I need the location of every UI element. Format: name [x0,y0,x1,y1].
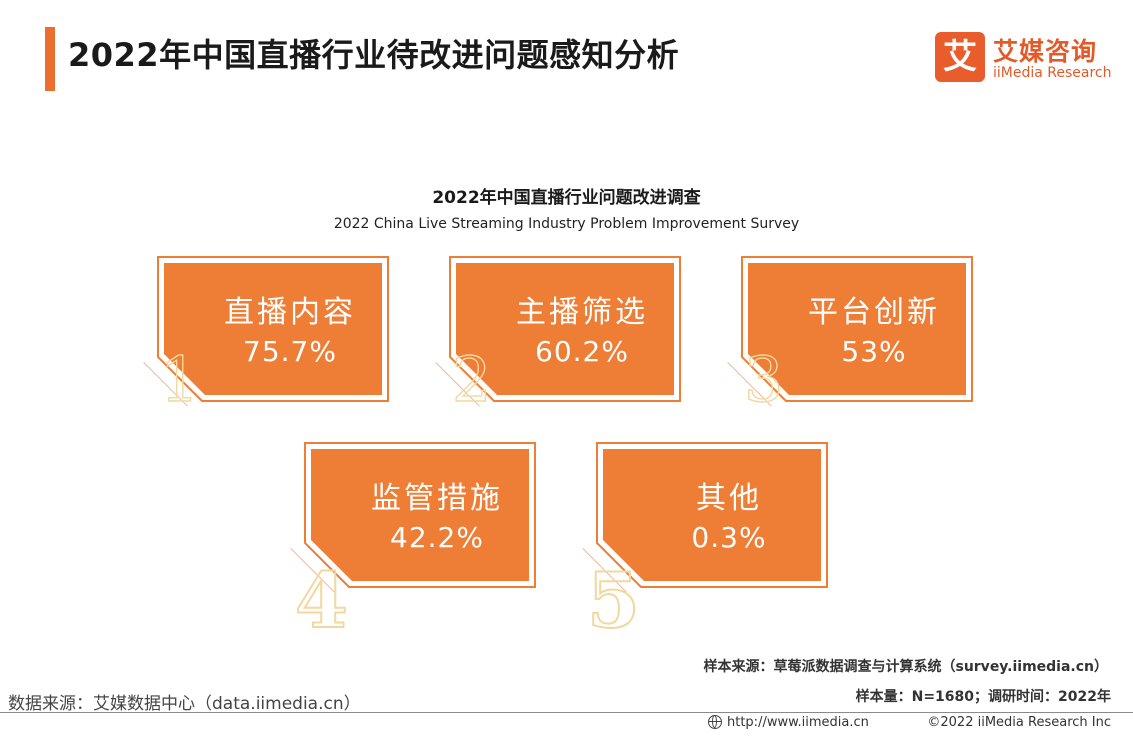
sample-size-note: 样本量：N=1680；调研时间：2022年 [855,689,1111,705]
card-value: 60.2% [535,335,629,368]
card-outline [304,442,536,588]
footer-divider [0,712,1133,713]
page-title: 2022年中国直播行业待改进问题感知分析 [68,36,680,74]
card-shape [449,256,681,402]
card-outline [596,442,828,588]
card-label: 平台创新 [808,295,940,330]
card-fill [311,449,529,581]
rank-number: 5 [586,556,641,645]
logo-name-cn: 艾媒咨询 [993,37,1098,66]
rank-number: 3 [743,343,784,416]
card-fill [456,263,674,395]
card-value: 53% [841,335,907,368]
sample-source-note: 样本来源：草莓派数据调查与计算系统（survey.iimedia.cn） [703,659,1108,675]
chart-subtitle: 2022 China Live Streaming Industry Probl… [333,216,800,232]
card-value: 42.2% [390,521,484,554]
card-outline [741,256,973,402]
rank-number: 4 [294,556,349,645]
card-label: 主播筛选 [516,295,648,330]
footer-copyright: ©2022 iiMedia Research Inc [927,715,1111,730]
data-source: 数据来源：艾媒数据中心（data.iimedia.cn） [8,694,361,714]
card-label: 监管措施 [371,481,503,516]
rank-number: 1 [159,343,200,416]
card-label: 直播内容 [224,295,356,330]
globe-icon [708,715,722,729]
card-outline [449,256,681,402]
card-shape [304,442,536,588]
chart-title: 2022年中国直播行业问题改进调查 [432,188,701,208]
card-value: 0.3% [691,521,767,554]
card-fill [603,449,821,581]
rank-number: 2 [451,343,492,416]
survey-card: 其他 0.3% [596,442,828,588]
logo-mark: 艾 [935,32,985,82]
card-fill [164,263,382,395]
card-shape [741,256,973,402]
logo-name-en: iiMedia Research [993,65,1112,81]
card-fill [748,263,966,395]
card-label: 其他 [696,481,762,516]
survey-card: 平台创新 53% [741,256,973,402]
footer-url-text[interactable]: http://www.iimedia.cn [727,715,869,730]
card-outline [157,256,389,402]
survey-card: 监管措施 42.2% [304,442,536,588]
survey-card: 直播内容 75.7% [157,256,389,402]
survey-card: 主播筛选 60.2% [449,256,681,402]
card-shape [157,256,389,402]
footer-url[interactable]: http://www.iimedia.cn [708,715,869,730]
card-shape [596,442,828,588]
iimedia-logo: 艾 艾媒咨询 iiMedia Research [935,32,1125,86]
card-value: 75.7% [243,335,337,368]
title-accent-bar [45,27,55,91]
